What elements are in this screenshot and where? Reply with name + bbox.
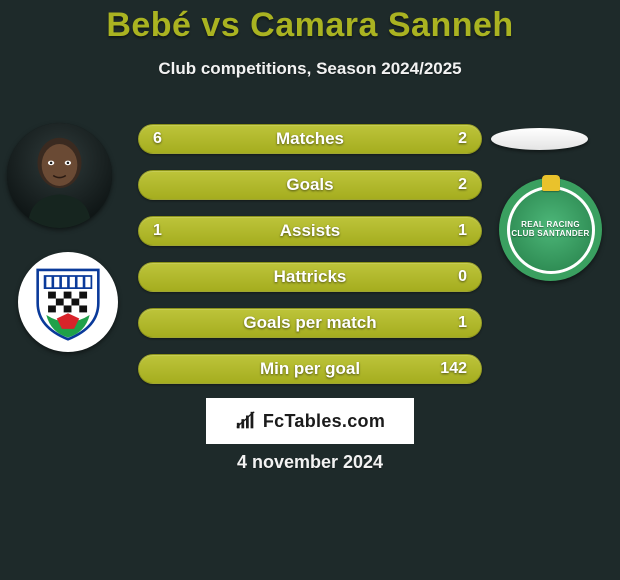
page-title: Bebé vs Camara Sanneh bbox=[0, 0, 620, 45]
player-left-photo bbox=[7, 123, 112, 228]
stat-label: Goals bbox=[139, 175, 481, 195]
stats-container: 6Matches2Goals21Assists1Hattricks0Goals … bbox=[138, 124, 482, 400]
stat-right-value: 2 bbox=[437, 176, 467, 194]
ellipse-decoration bbox=[491, 128, 588, 150]
stat-label: Matches bbox=[139, 129, 481, 149]
stat-label: Assists bbox=[139, 221, 481, 241]
stat-right-value: 1 bbox=[437, 314, 467, 332]
stat-label: Goals per match bbox=[139, 313, 481, 333]
page-subtitle: Club competitions, Season 2024/2025 bbox=[0, 59, 620, 79]
watermark-text: FcTables.com bbox=[263, 411, 385, 432]
stat-row: 6Matches2 bbox=[138, 124, 482, 154]
stat-right-value: 2 bbox=[437, 130, 467, 148]
club-crest-left bbox=[18, 252, 118, 352]
date-text: 4 november 2024 bbox=[0, 452, 620, 473]
stat-right-value: 1 bbox=[437, 222, 467, 240]
avatar-icon bbox=[7, 123, 112, 228]
chart-icon bbox=[235, 410, 257, 432]
stat-row: Goals per match1 bbox=[138, 308, 482, 338]
stat-label: Hattricks bbox=[139, 267, 481, 287]
club-crest-right: REAL RACING CLUB SANTANDER bbox=[499, 178, 602, 281]
stat-row: Min per goal142 bbox=[138, 354, 482, 384]
stat-right-value: 142 bbox=[437, 360, 467, 378]
stat-label: Min per goal bbox=[139, 359, 481, 379]
stat-right-value: 0 bbox=[437, 268, 467, 286]
stat-row: Goals2 bbox=[138, 170, 482, 200]
crest-right-label: REAL RACING CLUB SANTANDER bbox=[510, 221, 592, 238]
stat-left-value: 1 bbox=[153, 222, 183, 240]
shield-icon bbox=[33, 263, 103, 341]
stat-left-value: 6 bbox=[153, 130, 183, 148]
stat-row: 1Assists1 bbox=[138, 216, 482, 246]
stat-row: Hattricks0 bbox=[138, 262, 482, 292]
watermark: FcTables.com bbox=[206, 398, 414, 444]
